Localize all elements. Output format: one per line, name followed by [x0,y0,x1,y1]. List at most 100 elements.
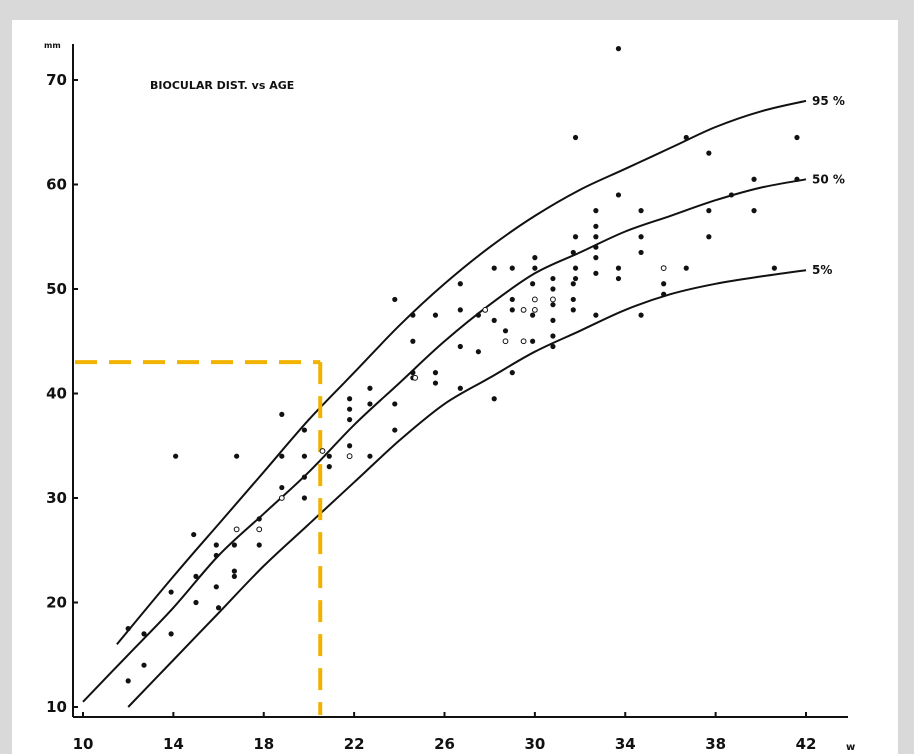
axes [72,44,848,718]
data-point-filled [593,244,599,250]
data-point-open [256,526,263,533]
data-point-filled [491,265,497,271]
data-point-filled [168,631,174,637]
data-point-open [278,495,285,501]
percentile-curve-5 [127,269,807,708]
data-point-open [660,265,667,272]
data-point-filled [234,453,240,459]
x-tick-label: 26 [434,735,455,753]
data-point-filled [491,396,497,402]
data-point-filled [706,150,712,156]
data-point-filled [392,296,398,303]
data-point-filled [638,234,644,240]
data-point-filled [168,589,174,595]
data-point-filled [367,453,373,459]
percentile-label-95: 95 % [812,94,845,108]
x-tick-label: 38 [705,735,726,753]
axis-ticks: 10 20 30 40 50 60 70 10 14 18 22 26 30 34 38 42 [46,71,816,753]
data-point-filled [347,417,353,423]
data-point-filled [661,281,667,287]
x-tick-label: 14 [163,735,184,753]
data-point-filled [326,464,332,470]
data-point-filled [213,552,219,559]
percentile-curve-50 [82,178,807,703]
data-point-filled [475,312,481,318]
data-point-filled [706,208,712,214]
percentile-curve-95 [116,99,807,645]
data-point-open [319,448,326,454]
data-point-filled [572,134,579,141]
data-point-filled [432,370,439,376]
data-point-filled [532,255,538,261]
y-tick-label: 20 [46,594,67,612]
data-point-filled [638,312,644,318]
data-point-filled [457,385,463,391]
data-point-filled [475,349,481,355]
data-point-open [531,307,538,313]
x-tick-label: 10 [73,735,94,753]
data-point-filled [532,265,538,271]
x-axis-unit-label: w [846,742,855,753]
data-point-filled [213,584,219,590]
data-point-filled [570,249,576,256]
y-tick-label: 70 [46,71,67,89]
data-point-filled [509,296,515,303]
data-point-open [346,453,353,460]
data-point-filled [570,281,576,287]
data-point-filled [593,234,599,240]
data-point-filled [432,380,439,386]
data-point-filled [572,275,579,282]
data-point-filled [593,208,599,214]
data-point-filled [509,265,515,271]
data-point-open [412,374,419,381]
data-point-filled [279,453,285,459]
data-point-filled [530,338,536,344]
percentile-label-50: 50 % [812,172,845,186]
data-point-filled [347,406,353,412]
data-point-filled [457,307,463,313]
data-point-filled [509,307,515,313]
data-point-filled [794,176,800,182]
x-tick-label: 34 [615,735,636,753]
data-point-filled [550,333,556,339]
data-point-filled [256,542,262,548]
data-point-filled [432,312,439,318]
data-point-filled [193,573,199,579]
data-point-open [482,307,489,313]
data-point-filled [141,662,147,668]
x-tick-label: 22 [344,735,365,753]
data-point-filled [410,370,416,376]
data-point-open [233,526,240,533]
scatter-points [125,46,800,684]
data-point-filled [125,626,131,632]
data-point-filled [728,192,735,198]
percentile-label-5: 5% [812,263,832,277]
data-point-open [502,338,509,345]
data-point-filled [593,223,599,229]
data-point-filled [570,296,576,303]
data-point-filled [392,427,398,433]
data-point-filled [706,234,712,240]
data-point-filled [457,281,463,287]
data-point-filled [638,249,644,256]
y-tick-label: 10 [46,698,67,716]
data-point-open [550,296,556,303]
data-point-filled [231,542,237,548]
percentile-curves: 95 % 50 % 5% [82,94,845,708]
data-point-filled [615,275,622,282]
data-point-filled [301,495,308,501]
data-point-filled [502,328,509,334]
data-point-filled [615,46,622,52]
data-point-filled [615,192,622,198]
data-point-filled [173,453,179,459]
chart-paper [12,20,898,754]
data-point-filled [683,265,689,271]
chart-title: BIOCULAR DIST. vs AGE [150,79,294,92]
data-point-filled [193,599,199,606]
data-point-filled [256,516,262,522]
data-point-filled [593,312,599,318]
data-point-filled [572,234,579,240]
data-point-filled [550,302,556,308]
data-point-filled [570,307,576,313]
